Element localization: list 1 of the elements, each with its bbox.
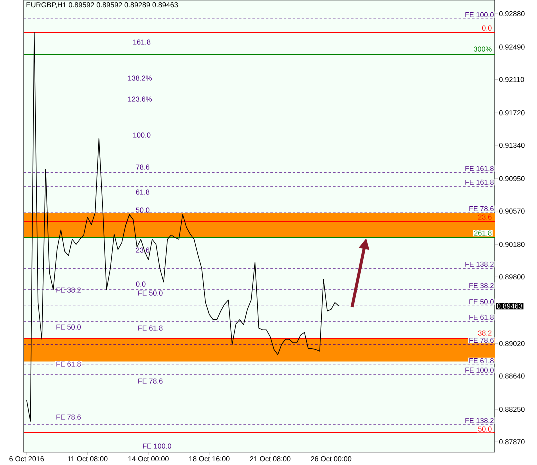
line-series [26, 32, 340, 422]
